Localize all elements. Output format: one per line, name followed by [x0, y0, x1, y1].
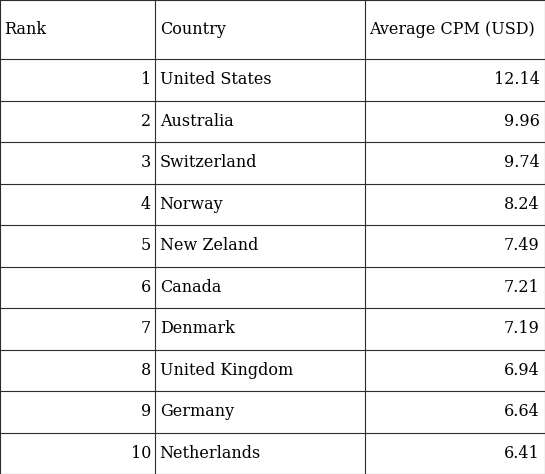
Text: Country: Country — [160, 21, 226, 38]
Text: Rank: Rank — [4, 21, 46, 38]
Text: 7.49: 7.49 — [504, 237, 540, 255]
Text: 5: 5 — [141, 237, 151, 255]
Text: Average CPM (USD): Average CPM (USD) — [370, 21, 535, 38]
Text: 6: 6 — [141, 279, 151, 296]
Text: 9.96: 9.96 — [504, 113, 540, 130]
Text: New Zeland: New Zeland — [160, 237, 258, 255]
Text: 4: 4 — [141, 196, 151, 213]
Text: 9.74: 9.74 — [504, 155, 540, 172]
Text: 1: 1 — [141, 72, 151, 89]
Text: 6.64: 6.64 — [504, 403, 540, 420]
Text: 10: 10 — [131, 445, 151, 462]
Text: 2: 2 — [141, 113, 151, 130]
Text: Switzerland: Switzerland — [160, 155, 257, 172]
Text: United Kingdom: United Kingdom — [160, 362, 293, 379]
Text: Germany: Germany — [160, 403, 234, 420]
Text: 8.24: 8.24 — [504, 196, 540, 213]
Text: Netherlands: Netherlands — [160, 445, 261, 462]
Text: 6.94: 6.94 — [504, 362, 540, 379]
Text: 7: 7 — [141, 320, 151, 337]
Text: 9: 9 — [141, 403, 151, 420]
Text: 6.41: 6.41 — [504, 445, 540, 462]
Text: 7.21: 7.21 — [504, 279, 540, 296]
Text: Denmark: Denmark — [160, 320, 234, 337]
Text: Norway: Norway — [160, 196, 223, 213]
Text: 12.14: 12.14 — [494, 72, 540, 89]
Text: Australia: Australia — [160, 113, 233, 130]
Text: United States: United States — [160, 72, 271, 89]
Text: 7.19: 7.19 — [504, 320, 540, 337]
Text: 3: 3 — [141, 155, 151, 172]
Text: Canada: Canada — [160, 279, 221, 296]
Text: 8: 8 — [141, 362, 151, 379]
